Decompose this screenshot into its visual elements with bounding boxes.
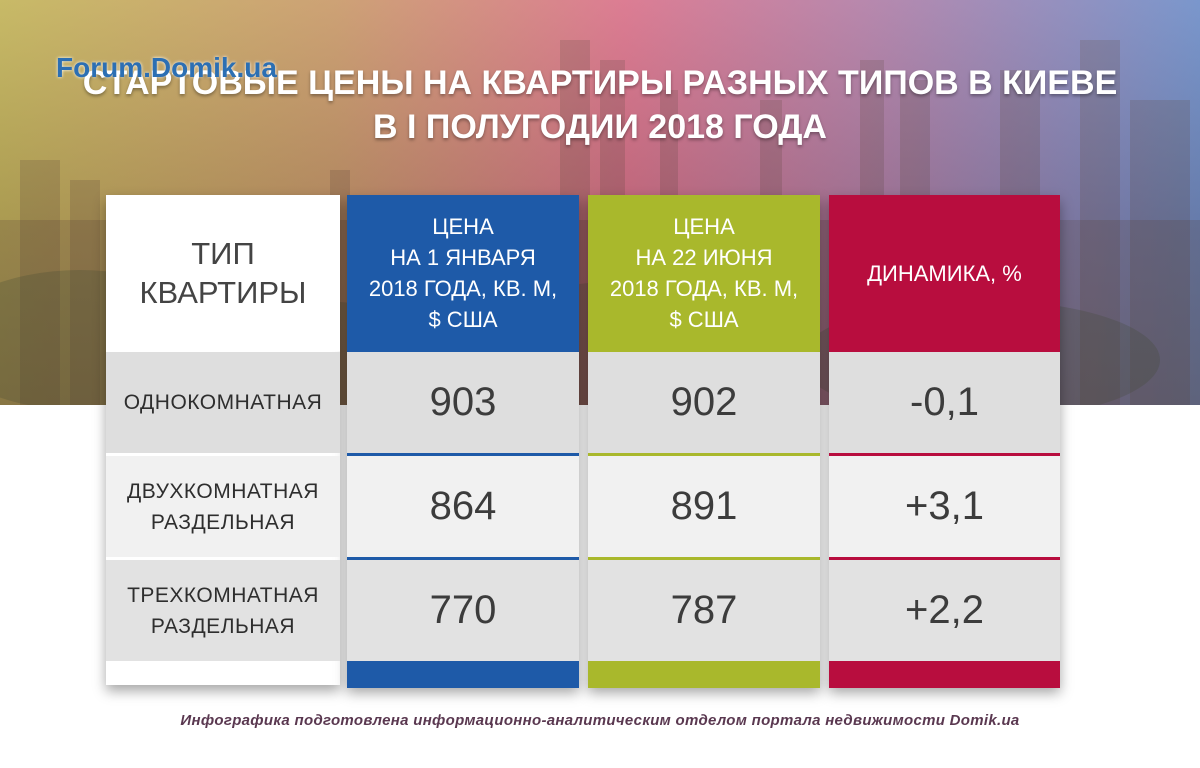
header-jun-line4: $ США	[669, 307, 739, 332]
row3-jan-value: 770	[347, 560, 579, 661]
jun-row-separator	[588, 454, 820, 456]
header-jan-line3: 2018 ГОДА, КВ. М,	[368, 276, 558, 301]
header-jun: ЦЕНА НА 22 ИЮНЯ 2018 ГОДА, КВ. М, $ США	[588, 195, 820, 351]
row2-type: ДВУХКОМНАТНАЯ РАЗДЕЛЬНАЯ	[106, 456, 340, 557]
header-jan-line1: ЦЕНА	[432, 214, 494, 239]
header-jan-line2: НА 1 ЯНВАРЯ	[390, 245, 536, 270]
header-jun-line1: ЦЕНА	[673, 214, 735, 239]
row1-jan-value: 903	[347, 352, 579, 453]
row1-type-label: ОДНОКОМНАТНАЯ	[123, 391, 323, 414]
page-title-line1: СТАРТОВЫЕ ЦЕНЫ НА КВАРТИРЫ РАЗНЫХ ТИПОВ …	[82, 64, 1118, 102]
jan-column-footer	[347, 661, 579, 688]
jan-row-separator-2	[347, 558, 579, 560]
row3-type-line1: ТРЕХКОМНАТНАЯ	[127, 583, 319, 607]
row1-jun-value: 902	[588, 352, 820, 453]
footer-credit: Инфографика подготовлена информационно-а…	[180, 712, 1020, 729]
row1-type: ОДНОКОМНАТНАЯ	[106, 352, 340, 453]
row2-type-line1: ДВУХКОМНАТНАЯ	[127, 479, 319, 503]
row2-jan-value: 864	[347, 456, 579, 557]
row3-type-line2: РАЗДЕЛЬНАЯ	[150, 614, 296, 638]
row3-jun-value: 787	[588, 560, 820, 661]
dyn-row-separator	[829, 454, 1060, 456]
header-dyn-label: ДИНАМИКА, %	[867, 260, 1022, 286]
jan-row-separator	[347, 454, 579, 456]
row2-dyn-value: +3,1	[829, 456, 1060, 557]
page-title-line2: В I ПОЛУГОДИИ 2018 ГОДА	[373, 108, 827, 146]
header-jun-line2: НА 22 ИЮНЯ	[635, 245, 773, 270]
header-jan-line4: $ США	[428, 307, 498, 332]
row2-type-line2: РАЗДЕЛЬНАЯ	[150, 510, 296, 534]
row3-dyn-value: +2,2	[829, 560, 1060, 661]
header-dyn: ДИНАМИКА, %	[829, 195, 1060, 351]
row3-type: ТРЕХКОМНАТНАЯ РАЗДЕЛЬНАЯ	[106, 560, 340, 661]
header-type-line1: ТИП	[191, 236, 255, 271]
header-type: ТИП КВАРТИРЫ	[106, 195, 340, 351]
header-type-line2: КВАРТИРЫ	[139, 275, 307, 310]
row1-dyn-value: -0,1	[829, 352, 1060, 453]
watermark-logo: Forum.Domik.ua	[56, 52, 277, 83]
jun-row-separator-2	[588, 558, 820, 560]
header-jan: ЦЕНА НА 1 ЯНВАРЯ 2018 ГОДА, КВ. М, $ США	[347, 195, 579, 351]
row2-jun-value: 891	[588, 456, 820, 557]
dyn-row-separator-2	[829, 558, 1060, 560]
header-jun-line3: 2018 ГОДА, КВ. М,	[609, 276, 799, 301]
dyn-column-footer	[829, 661, 1060, 688]
jun-column-footer	[588, 661, 820, 688]
